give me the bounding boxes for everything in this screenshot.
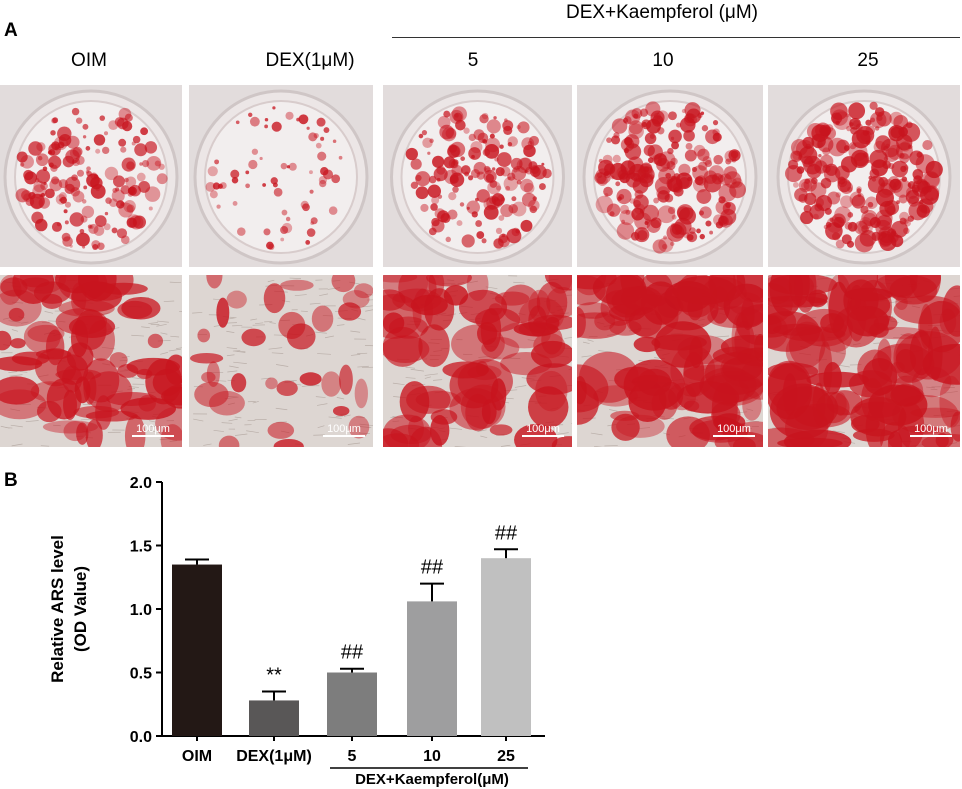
scale-bar: 100μm: [323, 423, 365, 437]
microscopy-photo-oim: 100μm: [0, 275, 182, 447]
y-axis-label: Relative ARS level: [48, 535, 67, 683]
significance-label: ##: [421, 557, 444, 579]
bar-k25: [481, 558, 531, 736]
column-label-k25: 25: [857, 50, 879, 71]
scale-bar: 100μm: [713, 423, 755, 437]
well-photo-dex: [189, 85, 373, 267]
scale-bar-label: 100μm: [526, 423, 560, 435]
y-tick-label: 2.0: [130, 475, 152, 492]
microscopy-photo-dex: 100μm: [189, 275, 373, 447]
group-label: DEX+Kaempferol(μM): [355, 771, 509, 788]
column-label-k10: 10: [652, 50, 674, 71]
scale-bar: 100μm: [522, 423, 564, 437]
x-tick-label: 5: [348, 748, 357, 765]
microscopy-photo-k25: 100μm: [768, 275, 960, 447]
y-tick-label: 1.0: [130, 602, 152, 619]
x-tick-label: DEX(1μM): [236, 748, 312, 765]
x-tick-label: 10: [423, 748, 441, 765]
y-axis-label-line2: (OD Value): [71, 566, 90, 652]
well-photo-oim: [0, 85, 182, 267]
well-photo-k5: [383, 85, 572, 267]
panel-b-label: B: [4, 470, 18, 491]
column-label-k5: 5: [467, 50, 479, 71]
significance-label: **: [266, 665, 282, 687]
bar-k10: [407, 601, 457, 736]
scale-bar-label: 100μm: [136, 423, 170, 435]
significance-label: ##: [341, 642, 364, 664]
scale-bar: 100μm: [132, 423, 174, 437]
bar-dex: [249, 700, 299, 736]
column-label-oim: OIM: [71, 50, 107, 71]
group-divider: [392, 37, 960, 38]
scale-bar-label: 100μm: [327, 423, 361, 435]
scale-bar: 100μm: [910, 423, 952, 437]
x-tick-label: OIM: [182, 748, 212, 765]
microscopy-photo-k10: 100μm: [577, 275, 763, 447]
group-title: DEX+Kaempferol (μM): [565, 2, 759, 23]
y-tick-label: 1.5: [130, 539, 152, 556]
scale-bar-label: 100μm: [914, 423, 948, 435]
x-tick-label: 25: [497, 748, 515, 765]
bar-oim: [172, 564, 222, 736]
ars-bar-chart: 0.0 0.5 1.0 1.5 2.0 Relative ARS level (OD Val…: [48, 475, 545, 788]
y-tick-label: 0.5: [130, 666, 152, 683]
bar-k5: [327, 672, 377, 736]
panel-a-label: A: [4, 20, 18, 41]
column-label-dex: DEX(1μM): [265, 50, 355, 71]
well-photo-k25: [768, 85, 960, 267]
scale-bar-label: 100μm: [717, 423, 751, 435]
significance-label: ##: [495, 522, 518, 544]
well-photo-k10: [577, 85, 763, 267]
microscopy-photo-k5: 100μm: [383, 275, 572, 447]
y-tick-label: 0.0: [130, 729, 152, 746]
